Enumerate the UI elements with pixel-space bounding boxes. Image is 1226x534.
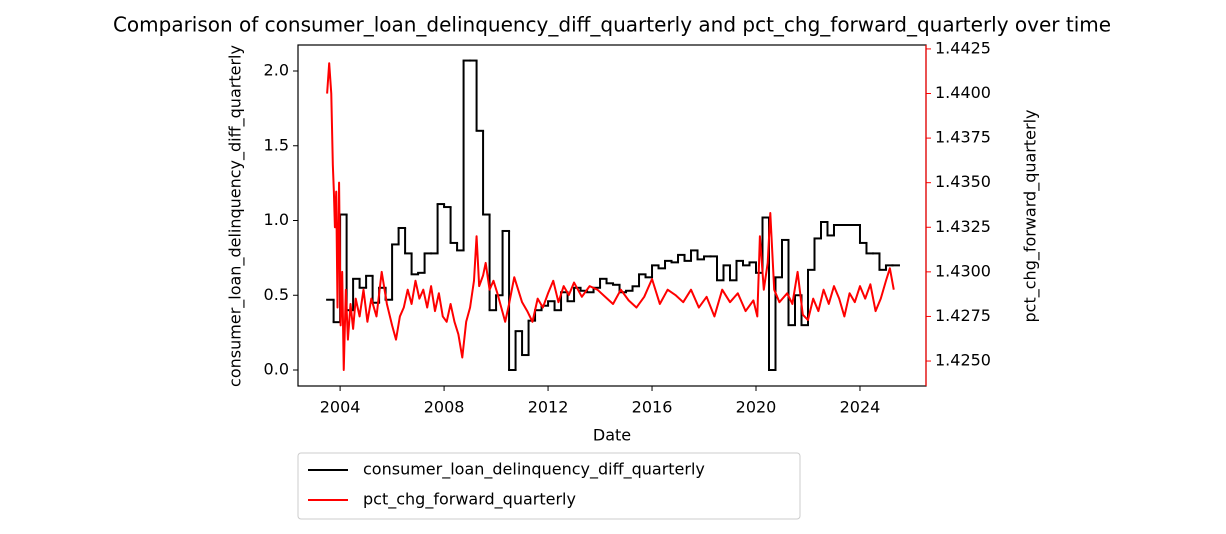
data-line [326,62,895,371]
x-tick-label: 2020 [736,398,777,417]
y2-tick-label: 1.4400 [935,83,991,102]
x-tick-label: 2008 [424,398,465,417]
legend-label: pct_chg_forward_quarterly [363,490,576,510]
x-axis-label: Date [593,426,631,445]
y-tick-label: 1.0 [264,210,289,229]
y2-tick-label: 1.4300 [935,261,991,280]
x-tick-label: 2024 [840,398,881,417]
y2-tick-label: 1.4425 [935,38,991,57]
y2-tick-label: 1.4275 [935,306,991,325]
plot-frame [297,44,927,387]
chart-title: Comparison of consumer_loan_delinquency_… [113,13,1111,37]
x-tick-label: 2004 [320,398,361,417]
y2-tick-label: 1.4350 [935,172,991,191]
y-tick-label: 2.0 [264,61,289,80]
y-tick-label: 1.5 [264,135,289,154]
y-axis-label: consumer_loan_delinquency_diff_quarterly [226,45,246,387]
legend-label: consumer_loan_delinquency_diff_quarterly [363,460,705,480]
y-tick-label: 0.5 [264,285,289,304]
y2-tick-label: 1.4325 [935,217,991,236]
x-tick-label: 2012 [528,398,569,417]
legend-box [297,452,801,520]
y-tick-label: 0.0 [264,360,289,379]
x-tick-label: 2016 [632,398,673,417]
y2-tick-label: 1.4375 [935,128,991,147]
y2-tick-label: 1.4250 [935,351,991,370]
y2-axis-label: pct_chg_forward_quarterly [1021,110,1041,323]
